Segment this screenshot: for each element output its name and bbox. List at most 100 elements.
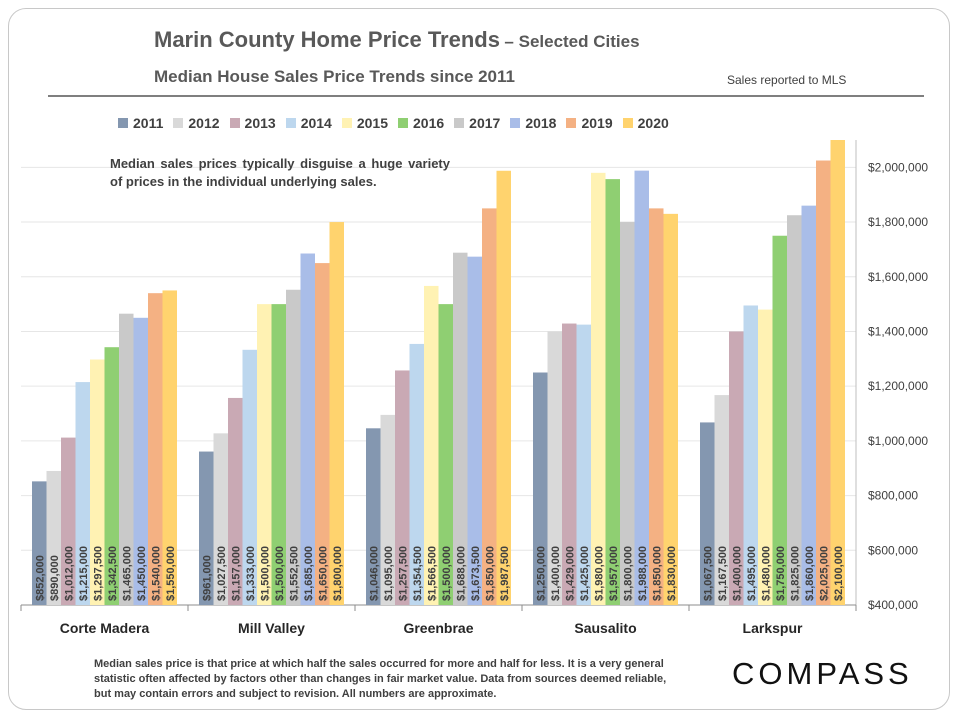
bar <box>257 304 272 605</box>
bar <box>104 347 119 605</box>
bar <box>787 215 802 605</box>
y-tick-label: $1,000,000 <box>868 434 928 448</box>
chart-subtitle: Median House Sales Price Trends since 20… <box>154 67 515 86</box>
bar-value-label: $1,333,000 <box>245 546 257 601</box>
bar-value-label: $2,100,000 <box>833 546 845 601</box>
bar-value-label: $1,297,500 <box>92 546 104 601</box>
legend-item: 2020 <box>622 115 669 131</box>
page-title: Marin County Home Price Trends – Selecte… <box>154 27 640 53</box>
bar-value-label: $1,650,000 <box>317 546 329 601</box>
bar <box>61 437 76 605</box>
legend-swatch <box>398 118 408 128</box>
bar-value-label: $1,354,500 <box>412 546 424 601</box>
bar <box>830 140 845 605</box>
legend-swatch <box>622 118 633 128</box>
bar <box>533 372 548 605</box>
legend-label: 2015 <box>356 115 388 131</box>
bar-value-label: $890,000 <box>49 555 61 601</box>
bar-value-label: $1,673,500 <box>470 546 482 601</box>
bar <box>649 208 664 605</box>
bar <box>148 293 163 605</box>
legend-item: 2011 <box>118 115 163 131</box>
bar <box>663 213 678 605</box>
y-tick-label: $1,800,000 <box>868 215 928 229</box>
title-main: Marin County Home Price Trends <box>154 27 500 52</box>
bar-value-label: $1,566,500 <box>426 546 438 601</box>
legend-label: 2012 <box>188 115 220 131</box>
legend-item: 2012 <box>173 115 220 131</box>
legend-swatch <box>341 118 352 128</box>
bar <box>576 324 591 605</box>
bar-value-label: $1,429,000 <box>564 546 576 601</box>
bar <box>547 331 562 605</box>
bar <box>758 309 773 605</box>
bar-value-label: $1,825,000 <box>789 546 801 601</box>
bar-value-label: $1,095,000 <box>383 546 395 601</box>
legend-label: 2020 <box>637 115 669 131</box>
legend-swatch <box>285 118 296 128</box>
bar <box>496 170 511 605</box>
footnote: Median sales price is that price at whic… <box>94 658 667 700</box>
bar <box>482 208 497 605</box>
bar-value-label: $1,988,000 <box>637 546 649 601</box>
bar-value-label: $1,465,000 <box>121 546 133 601</box>
x-category-label: Larkspur <box>743 620 803 636</box>
legend-item: 2016 <box>398 115 444 131</box>
legend-item: 2014 <box>285 115 332 131</box>
bar <box>286 289 301 605</box>
bar <box>729 331 744 605</box>
legend-item: 2013 <box>229 115 276 131</box>
legend-item: 2018 <box>510 115 556 131</box>
bar-value-label: $1,540,000 <box>150 546 162 601</box>
bar-value-label: $1,550,000 <box>165 546 177 601</box>
bar <box>75 382 90 605</box>
bar <box>133 317 148 605</box>
legend-item: 2017 <box>454 115 500 131</box>
bar-value-label: $1,688,000 <box>455 546 467 601</box>
bar-value-label: $961,000 <box>201 555 213 601</box>
bar <box>801 205 816 605</box>
bar <box>119 313 134 605</box>
bar-value-label: $1,860,000 <box>804 546 816 601</box>
bar <box>700 422 715 605</box>
bar-value-label: $1,552,500 <box>288 546 300 601</box>
bar-value-label: $1,067,500 <box>702 546 714 601</box>
bar-value-label: $1,980,000 <box>593 546 605 601</box>
bar-value-label: $1,800,000 <box>622 546 634 601</box>
bar <box>714 395 729 605</box>
bar-value-label: $1,500,000 <box>441 546 453 601</box>
y-tick-label: $1,400,000 <box>868 324 928 338</box>
bar-value-label: $852,000 <box>34 555 46 601</box>
legend-item: 2019 <box>566 115 613 131</box>
bar <box>90 359 105 605</box>
bar-value-label: $1,500,000 <box>274 546 286 601</box>
bar-value-label: $1,750,000 <box>775 546 787 601</box>
bar <box>380 414 395 605</box>
legend-label: 2011 <box>133 115 164 131</box>
legend-swatch <box>229 118 240 128</box>
bar-value-label: $1,957,000 <box>608 546 620 601</box>
bar <box>315 263 330 605</box>
bar <box>199 451 214 605</box>
bar-value-label: $1,400,000 <box>550 546 562 601</box>
bar <box>620 222 635 605</box>
x-category-label: Corte Madera <box>60 620 150 636</box>
bar-value-label: $1,685,000 <box>303 546 315 601</box>
bar-value-label: $1,987,500 <box>499 546 511 601</box>
x-category-label: Sausalito <box>574 620 636 636</box>
legend-label: 2018 <box>525 115 557 131</box>
bar-value-label: $1,012,000 <box>63 546 75 601</box>
bar <box>772 235 787 605</box>
bar-value-label: $1,480,000 <box>760 546 772 601</box>
bar <box>32 481 47 605</box>
bar <box>300 253 315 605</box>
y-tick-label: $800,000 <box>868 489 918 503</box>
legend-label: 2017 <box>469 115 501 131</box>
bar <box>329 222 344 605</box>
bar <box>366 428 381 605</box>
legend-label: 2019 <box>581 115 613 131</box>
bar <box>162 290 177 605</box>
header-divider <box>48 95 924 97</box>
bar <box>242 349 257 605</box>
x-category-label: Greenbrae <box>403 620 473 636</box>
